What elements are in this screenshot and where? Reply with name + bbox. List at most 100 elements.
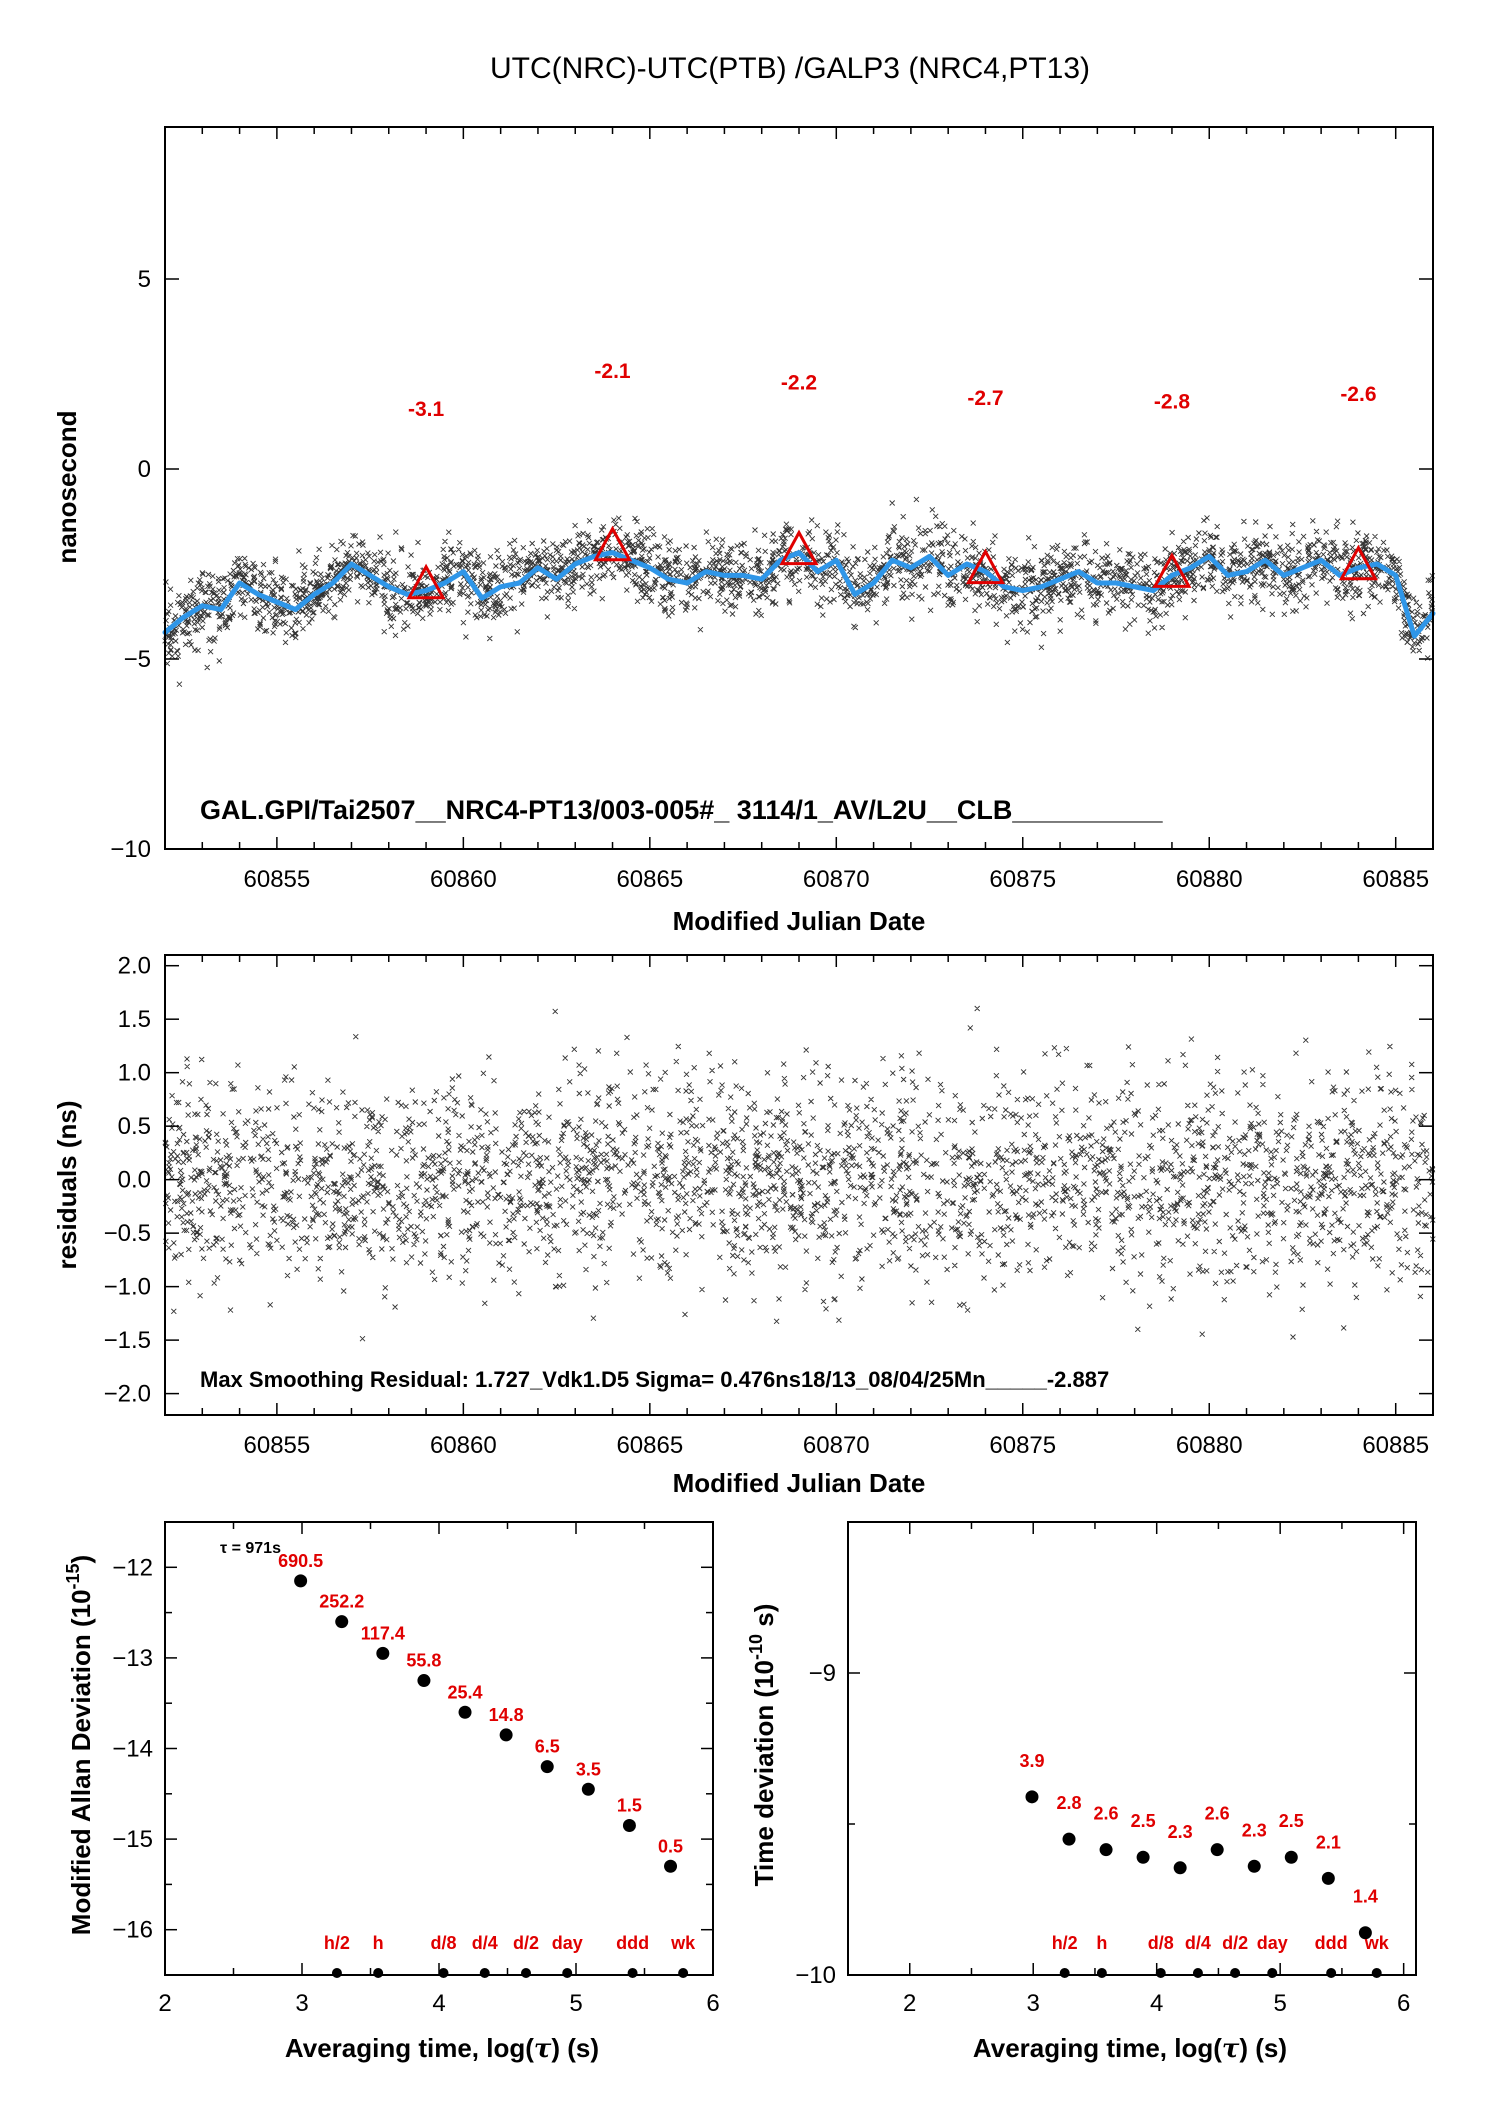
y-tick-label: 1.0	[118, 1060, 151, 1087]
interval-label: wk	[670, 1933, 696, 1953]
timeseries-axes: 60855 60860 60865 60870 60875 60880 60885 5 0 −5 −…	[110, 127, 1434, 893]
timeseries-annotation: GAL.GPI/Tai2507__NRC4-PT13/003-005#_ 311…	[200, 795, 1164, 825]
residuals-panel: 60855 60860 60865 60870 60875 60880 60885 2.0 1.…	[52, 953, 1436, 1498]
interval-mark	[627, 1968, 638, 1978]
interval-label: d/4	[472, 1933, 498, 1953]
residuals-xlabel: Modified Julian Date	[673, 1468, 926, 1498]
stability-label: 2.1	[1316, 1832, 1341, 1852]
stability-label: 2.3	[1168, 1822, 1193, 1842]
interval-mark	[678, 1968, 689, 1978]
interval-label: ddd	[1315, 1933, 1348, 1953]
interval-label: d/4	[1185, 1933, 1211, 1953]
marker-label: -3.1	[408, 398, 445, 421]
x-tick-label: 60855	[244, 1432, 311, 1459]
triangle-marker	[592, 525, 633, 562]
stability-point	[1099, 1843, 1113, 1857]
timeseries-points	[162, 496, 1436, 688]
y-tick-label: 0.5	[118, 1113, 151, 1140]
x-tick-label: 60860	[430, 1432, 497, 1459]
interval-label: d/2	[1222, 1933, 1248, 1953]
stability-point	[622, 1819, 636, 1833]
interval-mark	[1326, 1968, 1337, 1978]
interval-mark	[520, 1968, 531, 1978]
interval-label: h	[1096, 1933, 1107, 1953]
timeseries-frame	[164, 126, 1434, 850]
y-tick-label: −0.5	[104, 1220, 151, 1247]
marker-label: -2.6	[1340, 383, 1376, 406]
marker-label: -2.2	[781, 372, 817, 395]
interval-mark	[373, 1968, 384, 1978]
timeseries-panel: -3.1 -2.1 -2.2 -2.7 -2.8 -2.6 60855 60860 60865…	[52, 126, 1436, 936]
interval-mark	[1371, 1968, 1382, 1978]
stability-label: 2.6	[1205, 1804, 1230, 1824]
interval-label: h/2	[1052, 1933, 1078, 1953]
x-tick-label: 60885	[1362, 866, 1429, 893]
x-tick-label: 2	[903, 1990, 916, 2017]
x-tick-label: 60855	[244, 866, 311, 893]
x-tick-label: 3	[1027, 1990, 1040, 2017]
interval-label: d/8	[1148, 1933, 1174, 1953]
x-tick-label: 6	[706, 1990, 719, 2017]
y-tick-label: 0.0	[118, 1167, 151, 1194]
interval-mark	[1267, 1968, 1278, 1978]
stability-point	[1358, 1926, 1372, 1940]
interval-mark	[331, 1968, 342, 1978]
triangle-marker	[965, 548, 1006, 585]
y-tick-label: −9	[809, 1660, 836, 1687]
interval-mark	[1192, 1968, 1203, 1978]
x-tick-label: 60875	[989, 866, 1056, 893]
stability-label: 3.5	[576, 1759, 601, 1779]
x-tick-label: 60865	[616, 1432, 683, 1459]
interval-label: ddd	[616, 1933, 649, 1953]
stability-label: 1.4	[1353, 1887, 1378, 1907]
interval-mark	[1059, 1968, 1070, 1978]
timeseries-ylabel: nanosecond	[52, 410, 82, 563]
stability-label: 55.8	[406, 1651, 441, 1671]
x-tick-label: 60880	[1176, 1432, 1243, 1459]
y-tick-label: −15	[112, 1826, 153, 1853]
y-tick-label: −2.0	[104, 1381, 151, 1408]
stability-point	[417, 1674, 431, 1688]
y-tick-label: 5	[138, 266, 151, 293]
stability-point	[1284, 1850, 1298, 1864]
stability-point	[1247, 1859, 1261, 1873]
triangle-marker	[779, 529, 819, 566]
mdev-xlabel: Averaging time, log(τ) (s)	[285, 2033, 599, 2064]
stability-point	[499, 1728, 513, 1742]
tdev-axes: 2 3 4 5 6 −9 −10	[795, 1522, 1416, 2017]
stability-label: 1.5	[617, 1796, 642, 1816]
mdev-ylabel: Modified Allan Deviation (10-15)	[63, 1555, 96, 1935]
stability-label: 252.2	[319, 1592, 364, 1612]
residuals-ylabel: residuals (ns)	[52, 1100, 82, 1269]
interval-label: d/8	[431, 1933, 457, 1953]
mdev-points: 690.5 252.2 117.455.8 25.4 14.8 6.5 3.5 1.5 0.5 h…	[278, 1551, 696, 1978]
y-tick-label: 1.5	[118, 1006, 151, 1033]
interval-mark	[1096, 1968, 1107, 1978]
marker-label: -2.1	[594, 360, 631, 383]
triangle-marker	[1338, 544, 1378, 581]
stability-point	[1173, 1861, 1187, 1875]
stability-point	[581, 1782, 595, 1796]
stability-label: 2.8	[1057, 1793, 1082, 1813]
y-tick-label: 0	[138, 456, 151, 483]
tdev-ylabel: Time deviation (10-10 s)	[746, 1604, 779, 1887]
interval-mark	[479, 1968, 490, 1978]
stability-label: 6.5	[535, 1737, 560, 1757]
stability-point	[1210, 1843, 1224, 1857]
stability-point	[376, 1646, 390, 1660]
stability-point	[458, 1705, 472, 1719]
stability-label: 3.9	[1019, 1751, 1044, 1771]
stability-point	[664, 1859, 678, 1873]
stability-point	[294, 1574, 308, 1588]
mdev-panel: 2 3 4 5 6 −12 −13 −14 −15 −16 690.5 252.2 117.455.8…	[63, 1521, 720, 2064]
y-tick-label: −13	[112, 1645, 153, 1672]
stability-label: 2.6	[1094, 1804, 1119, 1824]
stability-label: 2.5	[1131, 1811, 1156, 1831]
timeseries-xlabel: Modified Julian Date	[673, 906, 926, 936]
x-tick-label: 3	[295, 1990, 308, 2017]
x-tick-label: 5	[1273, 1990, 1286, 2017]
y-tick-label: −1.5	[104, 1327, 151, 1354]
mdev-axes: 2 3 4 5 6 −12 −13 −14 −15 −16	[112, 1522, 720, 2017]
x-tick-label: 60880	[1176, 866, 1243, 893]
